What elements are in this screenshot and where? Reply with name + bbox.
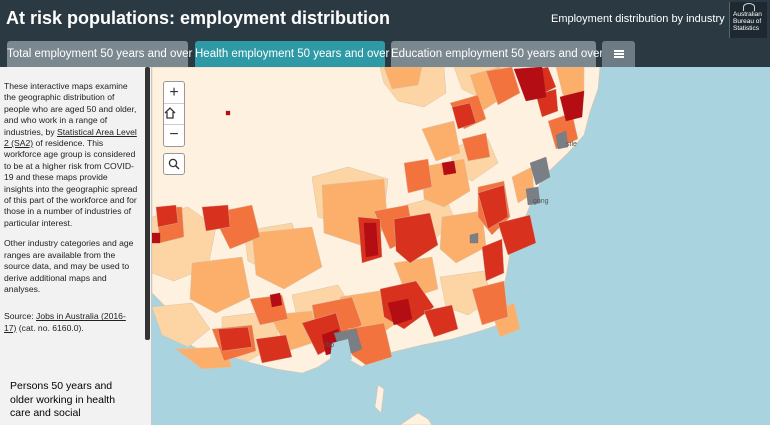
zoom-out-button[interactable]: − [169,126,179,143]
tab-bar: Total employment 50 years and over Healt… [0,40,770,67]
page-subtitle: Employment distribution by industry [551,13,725,25]
choropleth-map[interactable]: + − stle gong rbo [152,67,770,425]
map-label-melbourne: rbo [324,342,335,349]
intro-text-end: of residence. This workforce age group i… [4,138,138,228]
data-paragraph: Other industry categories and age ranges… [4,238,134,294]
logo-line-3: Statistics [733,25,760,32]
intro-text-start: These interactive maps examine the geogr… [4,81,137,137]
zoom-in-button[interactable]: + [164,82,184,104]
logo-line-1: Australian [733,11,762,18]
description-panel: These interactive maps examine the geogr… [0,67,152,425]
page-title: At risk populations: employment distribu… [6,8,391,28]
source-suffix: (cat. no. 6160.0). [16,322,84,333]
map-label-newcastle: stle [566,141,577,148]
tab-education-employment[interactable]: Education employment 50 years and over [391,41,603,67]
class-3-regions [175,67,585,370]
port-phillip-bay [330,339,352,367]
tab-health-employment[interactable]: Health employment 50 years and over [195,41,389,67]
sa2-link[interactable]: Statistical Area Level 2 (SA2) [4,126,137,149]
source-prefix: Source: [4,311,37,322]
tab-total-employment[interactable]: Total employment 50 years and over [7,41,192,67]
king-island [374,384,385,414]
search-icon [168,158,180,170]
map-search-button[interactable] [163,153,185,175]
tab-menu-button[interactable] [602,41,635,67]
legend-title: Persons 50 years and older working in he… [10,380,116,419]
panel-scrollbar[interactable] [145,67,150,340]
source-link[interactable]: Jobs in Australia (2016-17) [4,311,126,333]
intro-paragraph: These interactive maps examine the geogr… [4,81,138,229]
tasmania-edge [399,412,433,425]
class-6-regions [152,67,585,356]
map-label-wollongong: gong [533,198,549,205]
map-canvas[interactable] [152,67,770,425]
source-paragraph: Source: Jobs in Australia (2016-17) (cat… [4,311,138,334]
zoom-control: + − [163,81,185,147]
class-5-regions [155,67,559,364]
logo-line-2: Bureau of [733,18,762,25]
abs-logo: Australian Bureau of Statistics [729,2,767,38]
home-button[interactable] [164,103,184,125]
home-icon [164,107,176,119]
description-text: These interactive maps examine the geogr… [4,81,138,343]
app-header: At risk populations: employment distribu… [0,0,770,40]
crest-icon [743,3,755,11]
hamburger-icon [613,50,624,58]
